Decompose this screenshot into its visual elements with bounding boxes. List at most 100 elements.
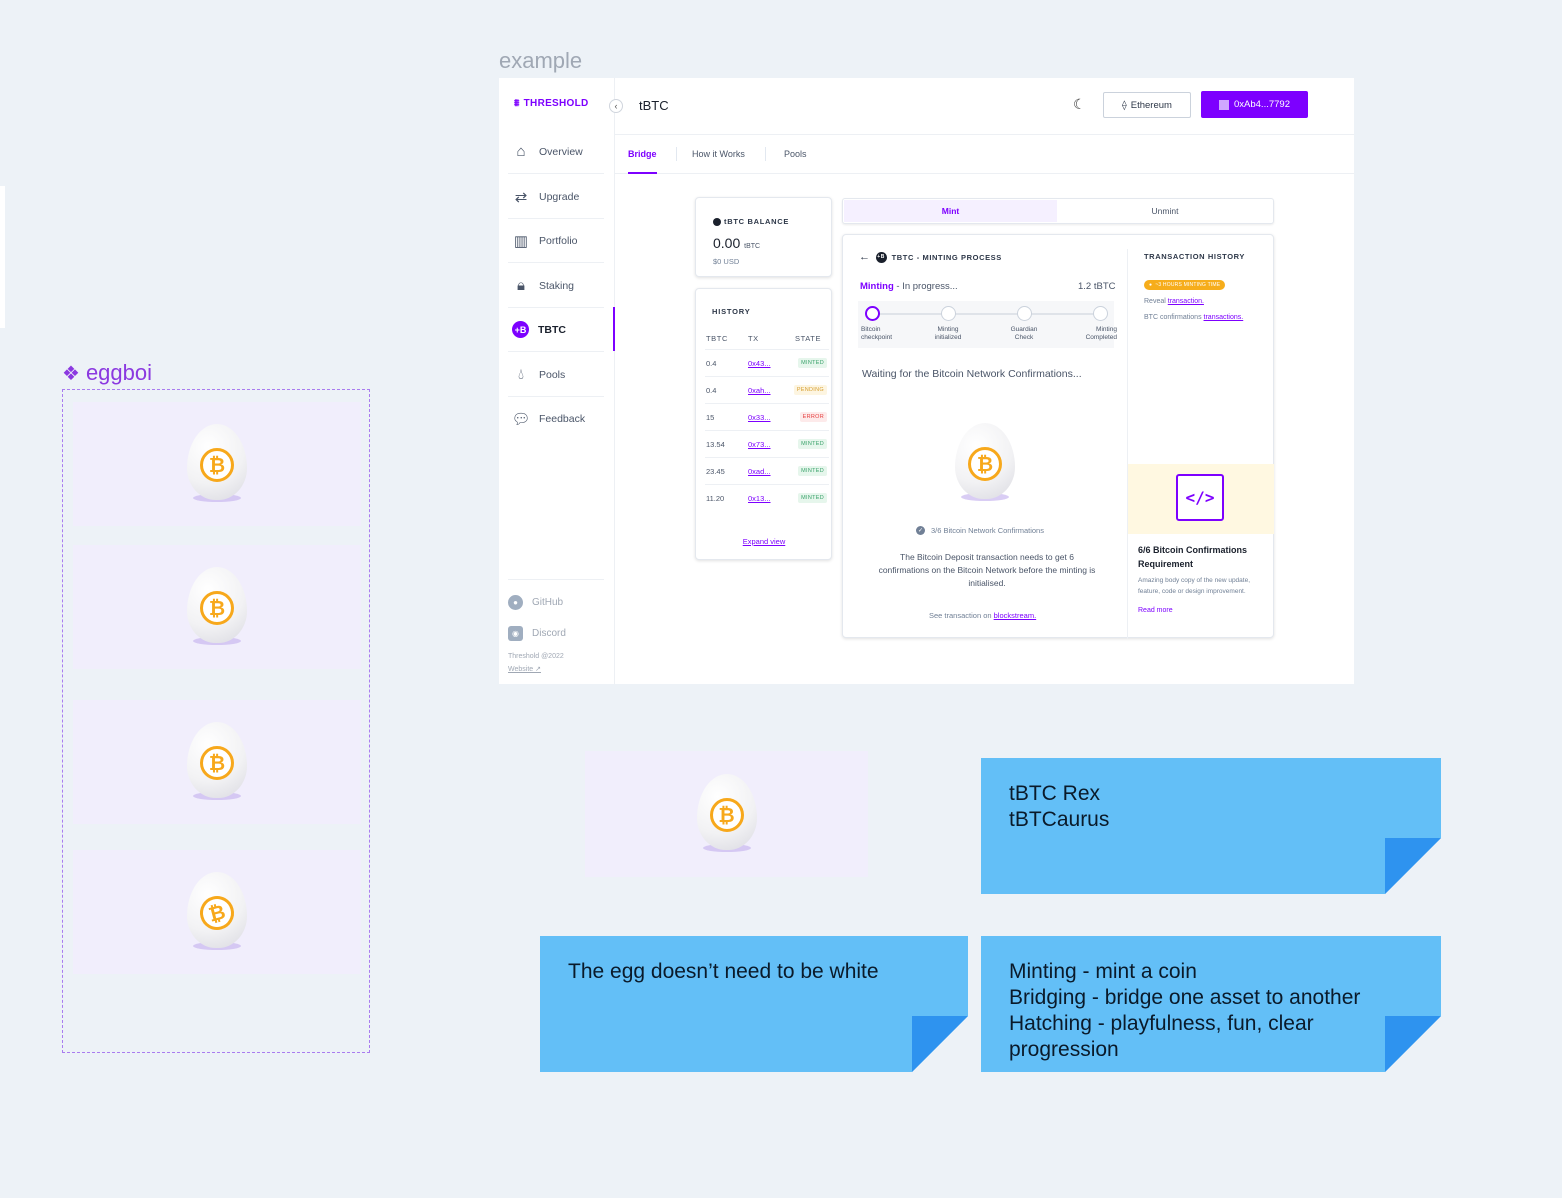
- minting-process-card: ← +B TBTC - MINTING PROCESS Minting - In…: [842, 234, 1274, 639]
- sticky-note[interactable]: Minting - mint a coin Bridging - bridge …: [981, 936, 1441, 1072]
- clock-icon: ●: [1149, 282, 1153, 288]
- unmint-tab[interactable]: Unmint: [1151, 206, 1179, 216]
- tbtc-icon: +B: [875, 251, 887, 263]
- balance-amount: 0.00: [713, 235, 741, 251]
- balance-title-text: tBTC BALANCE: [724, 217, 790, 226]
- sidebar-item-label: Staking: [539, 279, 575, 292]
- example-frame-label[interactable]: example: [499, 48, 583, 73]
- lock-icon: 🔒︎: [517, 277, 525, 294]
- component-label[interactable]: ❖ eggboi: [62, 360, 152, 386]
- tab-bridge[interactable]: Bridge: [628, 149, 657, 159]
- divider: [615, 134, 1354, 135]
- confirmations-text: 3/6 Bitcoin Network Confirmations: [931, 526, 1044, 535]
- sidebar-item-upgrade[interactable]: ⇄ Upgrade: [508, 175, 604, 219]
- sticky-note-text: Minting - mint a coin Bridging - bridge …: [1009, 960, 1361, 1061]
- eggboi-component-frame[interactable]: ₿ ₿ ₿ ₿: [62, 389, 370, 1053]
- sidebar-item-tbtc[interactable]: +B TBTC: [508, 308, 604, 352]
- balance-value: 0.00 tBTC: [713, 235, 760, 251]
- row-amount: 0.4: [706, 359, 717, 368]
- back-arrow-icon[interactable]: ←: [859, 251, 871, 263]
- table-row[interactable]: 0.4 0xah... PENDING: [705, 376, 829, 403]
- sticky-fold-shadow: [912, 1016, 968, 1072]
- expand-view-link[interactable]: Expand view: [742, 537, 786, 546]
- balance-title: tBTC BALANCE: [713, 217, 789, 226]
- sticky-note[interactable]: tBTC Rex tBTCaurus: [981, 758, 1441, 894]
- minting-title: ← +B TBTC - MINTING PROCESS: [859, 251, 1002, 263]
- column-header: TBTC: [706, 334, 728, 343]
- discord-icon: ◉: [508, 626, 523, 641]
- row-tx-link[interactable]: 0x13...: [748, 494, 771, 503]
- network-button[interactable]: ⟠ Ethereum: [1103, 92, 1191, 118]
- table-row[interactable]: 0.4 0x43... MINTED: [705, 349, 829, 376]
- chevron-left-icon: ‹: [614, 101, 618, 111]
- copyright: Threshold @2022: [508, 653, 564, 660]
- egg-variant-1[interactable]: ₿: [73, 402, 361, 526]
- sidebar-item-label: Portfolio: [539, 234, 578, 247]
- step-label: Bitcoin checkpoint: [861, 326, 893, 341]
- tab-how-it-works[interactable]: How it Works: [692, 149, 745, 159]
- confirmations-transactions-link[interactable]: transactions.: [1203, 314, 1244, 321]
- canvas-divider: [0, 186, 5, 328]
- bitcoin-egg-icon: ₿: [955, 423, 1015, 503]
- table-row[interactable]: 15 0x33... ERROR: [705, 403, 829, 430]
- mint-tab[interactable]: Mint: [844, 200, 1057, 222]
- sidebar-item-portfolio[interactable]: ▥ Portfolio: [508, 219, 604, 263]
- sidebar-item-overview[interactable]: ⌂ Overview: [508, 130, 604, 174]
- status-badge: ERROR: [799, 412, 827, 422]
- step-node: [941, 306, 956, 321]
- sidebar-item-pools[interactable]: 💧︎ Pools: [508, 353, 604, 397]
- see-transaction: See transaction on blockstream.: [929, 611, 1036, 620]
- promo-banner: </>: [1128, 464, 1274, 534]
- collapse-sidebar-button[interactable]: ‹: [609, 99, 623, 113]
- step-label: Minting Completed: [1085, 326, 1117, 341]
- read-more-link[interactable]: Read more: [1138, 607, 1173, 614]
- tbtc-icon: +B: [512, 321, 529, 338]
- see-prefix: See transaction on: [929, 611, 992, 620]
- table-row[interactable]: 11.20 0x13... MINTED: [705, 484, 829, 511]
- divider: [615, 173, 1354, 174]
- table-row[interactable]: 13.54 0x73... MINTED: [705, 430, 829, 457]
- sidebar-item-feedback[interactable]: 💬︎ Feedback: [508, 397, 604, 441]
- row-tx-link[interactable]: 0xah...: [748, 386, 771, 395]
- egg-mascot-tile[interactable]: ₿: [585, 751, 868, 877]
- blockstream-link[interactable]: blockstream.: [993, 611, 1037, 620]
- dark-mode-toggle[interactable]: ☾: [1073, 96, 1086, 113]
- droplet-icon: 💧︎: [517, 366, 524, 383]
- column-header: STATE: [795, 334, 822, 343]
- egg-variant-4[interactable]: ₿: [73, 850, 361, 974]
- row-tx-link[interactable]: 0x73...: [748, 440, 771, 449]
- step-node: [865, 306, 880, 321]
- chat-bubble-icon: 💬︎: [511, 411, 531, 428]
- minting-status: Minting - In progress...: [860, 281, 958, 292]
- sidebar-item-label: Overview: [539, 145, 583, 158]
- row-tx-link[interactable]: 0x43...: [748, 359, 771, 368]
- egg-variant-3[interactable]: ₿: [73, 700, 361, 824]
- status-badge: MINTED: [798, 466, 827, 476]
- threshold-logo[interactable]: ⩩ THRESHOLD: [514, 98, 589, 109]
- sidebar-item-label: Upgrade: [539, 190, 580, 203]
- discord-link[interactable]: ◉ Discord: [508, 626, 566, 641]
- egg-variant-2[interactable]: ₿: [73, 545, 361, 669]
- website-link[interactable]: Website ↗: [508, 666, 541, 673]
- row-tx-link[interactable]: 0xad...: [748, 467, 771, 476]
- minting-amount: 1.2 tBTC: [1078, 281, 1116, 292]
- confirmations-line: BTC confirmations transactions.: [1144, 314, 1243, 321]
- balance-unit: tBTC: [744, 243, 761, 250]
- swap-arrows-icon: ⇄: [514, 188, 528, 206]
- wallet-button[interactable]: 0xAb4...7792: [1201, 91, 1308, 118]
- sidebar-item-label: Feedback: [539, 413, 586, 425]
- reveal-transaction-link[interactable]: transaction.: [1167, 298, 1204, 305]
- tab-pools[interactable]: Pools: [784, 149, 807, 159]
- page-title: tBTC: [639, 98, 669, 113]
- minting-time-badge: ● ~3 HOURS MINTING TIME: [1144, 280, 1226, 290]
- table-row[interactable]: 23.45 0xad... MINTED: [705, 457, 829, 484]
- row-tx-link[interactable]: 0x33...: [748, 413, 771, 422]
- sidebar-item-staking[interactable]: 🔒︎ Staking: [508, 264, 604, 308]
- minting-stepper: Bitcoin checkpoint Minting initialized G…: [858, 301, 1117, 348]
- check-circle-icon: ✓: [916, 526, 925, 535]
- bitcoin-egg-icon: ₿: [187, 424, 247, 504]
- github-link[interactable]: ● GitHub: [508, 595, 563, 610]
- sticky-note[interactable]: The egg doesn’t need to be white: [540, 936, 968, 1072]
- row-amount: 11.20: [706, 494, 725, 503]
- column-header: TX: [748, 334, 759, 343]
